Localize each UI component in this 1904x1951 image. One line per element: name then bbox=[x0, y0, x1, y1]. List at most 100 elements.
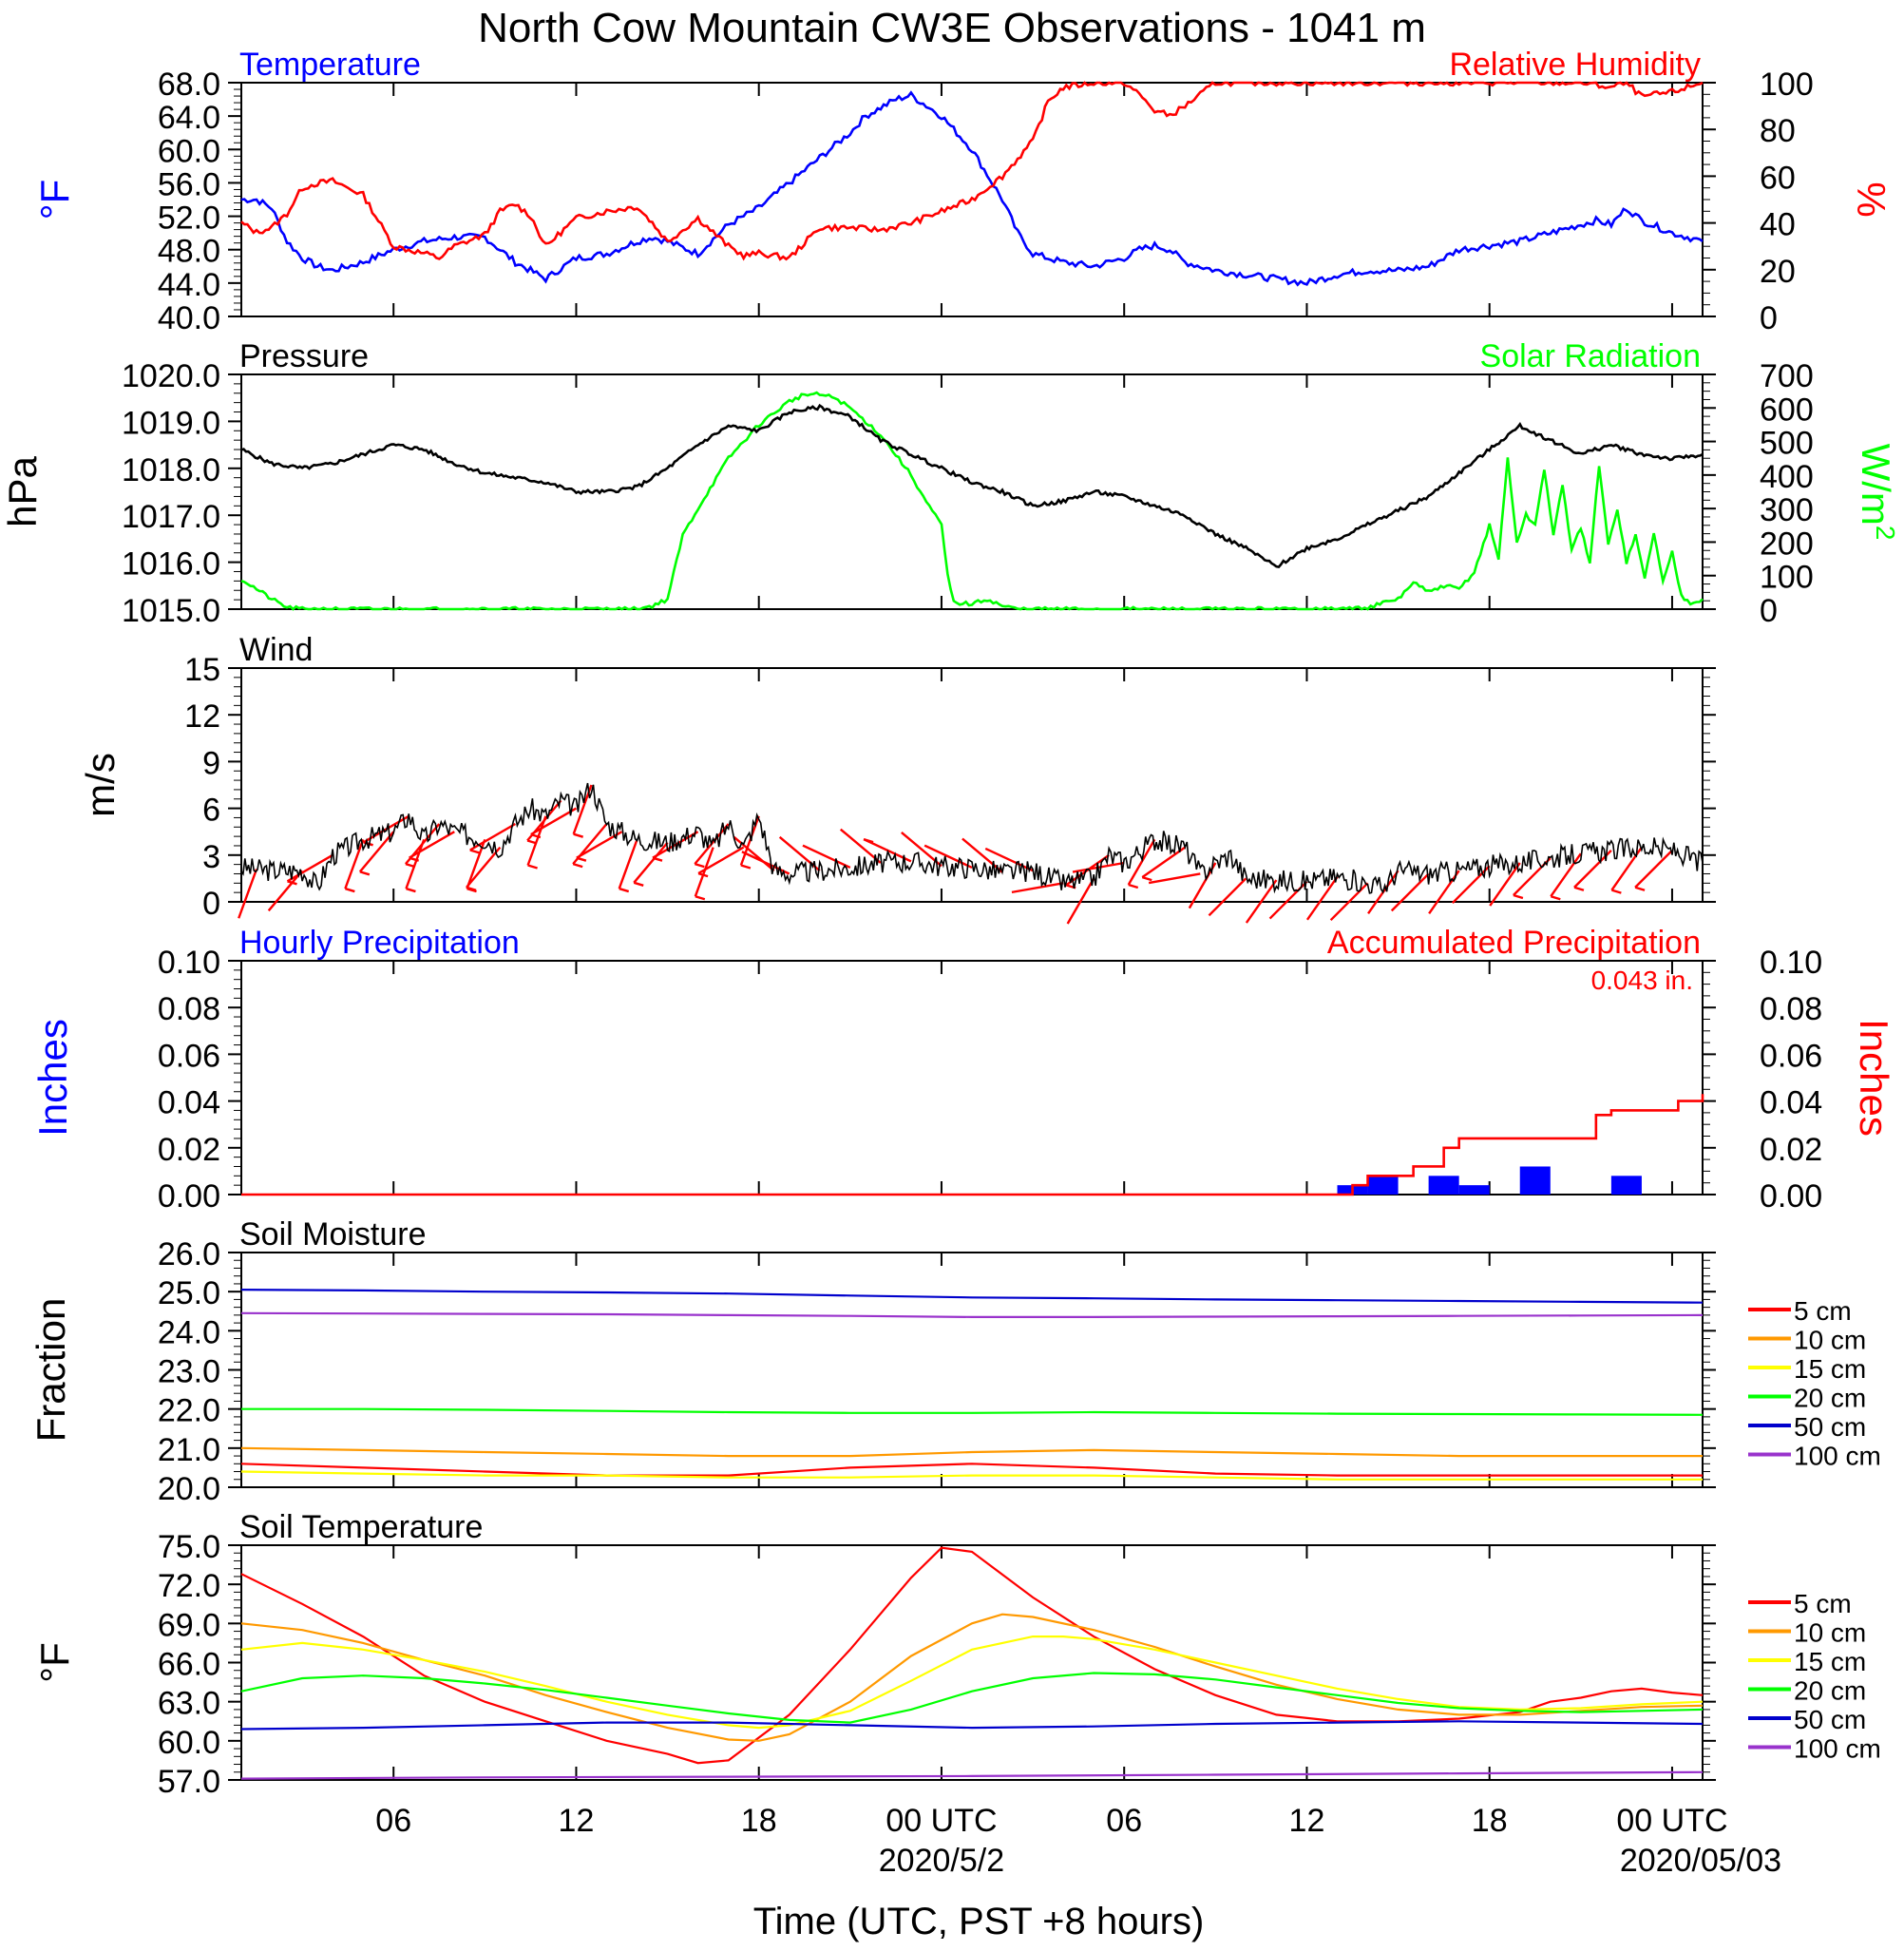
wind-barb-flag bbox=[619, 887, 630, 893]
wind-barb bbox=[1148, 872, 1201, 885]
right-tick-label: 0 bbox=[1760, 593, 1778, 629]
soil-moisture-line bbox=[240, 1470, 1703, 1481]
wind-barb bbox=[358, 831, 395, 873]
left-tick-label: 60.0 bbox=[158, 1725, 220, 1761]
panel-left-title: Soil Temperature bbox=[239, 1509, 483, 1545]
wind-barb bbox=[733, 835, 775, 872]
wind-barb bbox=[530, 807, 578, 836]
left-tick-label: 1019.0 bbox=[122, 405, 220, 441]
left-tick-label: 0.10 bbox=[158, 945, 220, 981]
left-tick-label: 0.04 bbox=[158, 1085, 220, 1121]
wind-barb-flag bbox=[576, 856, 587, 862]
x-axis-label: Time (UTC, PST +8 hours) bbox=[753, 1901, 1205, 1942]
x-tick-label: 00 UTC bbox=[1616, 1803, 1727, 1839]
left-tick-label: 3 bbox=[202, 839, 220, 875]
solar-radiation-line bbox=[240, 391, 1704, 611]
wind-barb bbox=[1451, 865, 1491, 905]
accumulated-precip-line bbox=[241, 1094, 1704, 1196]
wind-barb bbox=[1127, 838, 1156, 886]
panel-left-title: Hourly Precipitation bbox=[239, 925, 520, 961]
left-tick-label: 52.0 bbox=[158, 201, 220, 237]
wind-barb-flag bbox=[1141, 875, 1152, 882]
pressure-line bbox=[240, 403, 1704, 568]
wind-speed-line bbox=[240, 782, 1704, 894]
wind-barb-flag bbox=[697, 871, 709, 878]
wind-barb-flag bbox=[363, 841, 373, 847]
x-tick-label: 06 bbox=[375, 1803, 411, 1839]
right-tick-label: 700 bbox=[1760, 358, 1814, 394]
left-tick-label: 1018.0 bbox=[122, 452, 220, 488]
wind-barb bbox=[839, 828, 882, 864]
soil-moisture-line bbox=[240, 1446, 1703, 1458]
right-tick-label: 500 bbox=[1760, 426, 1814, 462]
wind-barb bbox=[741, 851, 790, 875]
left-tick-label: 1015.0 bbox=[122, 593, 220, 629]
left-tick-label: 64.0 bbox=[158, 100, 220, 136]
left-tick-label: 0.08 bbox=[158, 991, 220, 1027]
left-tick-label: 12 bbox=[184, 698, 220, 735]
right-tick-label: 300 bbox=[1760, 492, 1814, 528]
left-tick-label: 57.0 bbox=[158, 1764, 220, 1800]
right-tick-label: 20 bbox=[1760, 254, 1796, 290]
left-tick-label: 68.0 bbox=[158, 67, 220, 103]
left-tick-label: 15 bbox=[184, 652, 220, 688]
legend-label: 20 cm bbox=[1794, 1384, 1866, 1413]
panel-precip: 0.10 0.08 0.06 0.04 0.02 0.00 0.10 0.08 0.06 0.04… bbox=[30, 925, 1896, 1215]
right-tick-label: 0.02 bbox=[1760, 1132, 1822, 1168]
soil-moisture-line bbox=[241, 1407, 1704, 1416]
panel-frame bbox=[240, 960, 1704, 1195]
wind-barb-flag bbox=[695, 895, 706, 901]
hourly-precip-bar bbox=[1610, 1176, 1642, 1195]
right-tick-label: 40 bbox=[1760, 207, 1796, 243]
panel-left-unit: hPa bbox=[0, 455, 45, 526]
hourly-precip-bar bbox=[1458, 1185, 1490, 1195]
legend-label: 100 cm bbox=[1794, 1734, 1881, 1764]
panel-right-unit: Inches bbox=[1852, 1019, 1896, 1137]
panel-right-title: Accumulated Precipitation bbox=[1327, 925, 1701, 961]
wind-barb-flag bbox=[469, 849, 481, 854]
wind-barb bbox=[802, 844, 851, 870]
left-tick-label: 40.0 bbox=[158, 300, 220, 336]
panel-right-unit: % bbox=[1849, 182, 1894, 217]
panel-pres_solar: 1020.0 1019.0 1018.0 1017.0 1016.0 1015.0 7006… bbox=[0, 338, 1901, 629]
soil-temperature-line bbox=[240, 1672, 1704, 1724]
x-tick-label: 12 bbox=[559, 1803, 595, 1839]
wind-barb bbox=[1390, 872, 1430, 912]
legend-label: 10 cm bbox=[1794, 1326, 1866, 1355]
wind-barb bbox=[1428, 870, 1460, 914]
x-tick-label: 06 bbox=[1106, 1803, 1142, 1839]
wind-barb bbox=[1245, 879, 1278, 924]
left-tick-label: 0 bbox=[202, 886, 220, 922]
wind-barb bbox=[238, 869, 258, 919]
wind-barb bbox=[618, 838, 638, 889]
wind-barb-flag bbox=[405, 862, 416, 869]
wind-barb-flag bbox=[573, 832, 584, 838]
right-tick-label: 0 bbox=[1760, 300, 1778, 336]
total-precip-label: 0.043 in. bbox=[1591, 966, 1693, 995]
left-tick-label: 75.0 bbox=[158, 1529, 220, 1565]
panel-frame bbox=[240, 1544, 1704, 1781]
wind-barb-flag bbox=[572, 862, 583, 869]
wind-barb-flag bbox=[345, 887, 355, 893]
wind-barb bbox=[286, 853, 333, 883]
wind-barb-flag bbox=[359, 870, 371, 876]
wind-barb-flag bbox=[287, 880, 297, 886]
soil-moisture-line bbox=[240, 1289, 1704, 1304]
legend-label: 100 cm bbox=[1794, 1442, 1881, 1471]
left-tick-label: 1016.0 bbox=[122, 546, 220, 583]
left-tick-label: 25.0 bbox=[158, 1275, 220, 1311]
wind-barb-flag bbox=[1128, 883, 1139, 889]
right-tick-label: 0.08 bbox=[1760, 991, 1822, 1027]
right-tick-label: 100 bbox=[1760, 67, 1814, 103]
x-tick-date-label: 2020/5/2 bbox=[879, 1843, 1004, 1879]
right-tick-label: 600 bbox=[1760, 392, 1814, 428]
right-tick-label: 0.00 bbox=[1760, 1178, 1822, 1215]
panel-right-title: Relative Humidity bbox=[1449, 47, 1701, 83]
panel-soil_temp: 75.072.069.0 66.063.060.057.0 Soil Tempera… bbox=[32, 1509, 1881, 1800]
wind-barb bbox=[409, 831, 455, 859]
left-tick-label: 26.0 bbox=[158, 1236, 220, 1272]
wind-barb-flag bbox=[1550, 895, 1561, 901]
wind-barb bbox=[1141, 846, 1186, 879]
soil-temperature-line bbox=[240, 1635, 1704, 1730]
figure-title: North Cow Mountain CW3E Observations - 1… bbox=[478, 5, 1426, 51]
